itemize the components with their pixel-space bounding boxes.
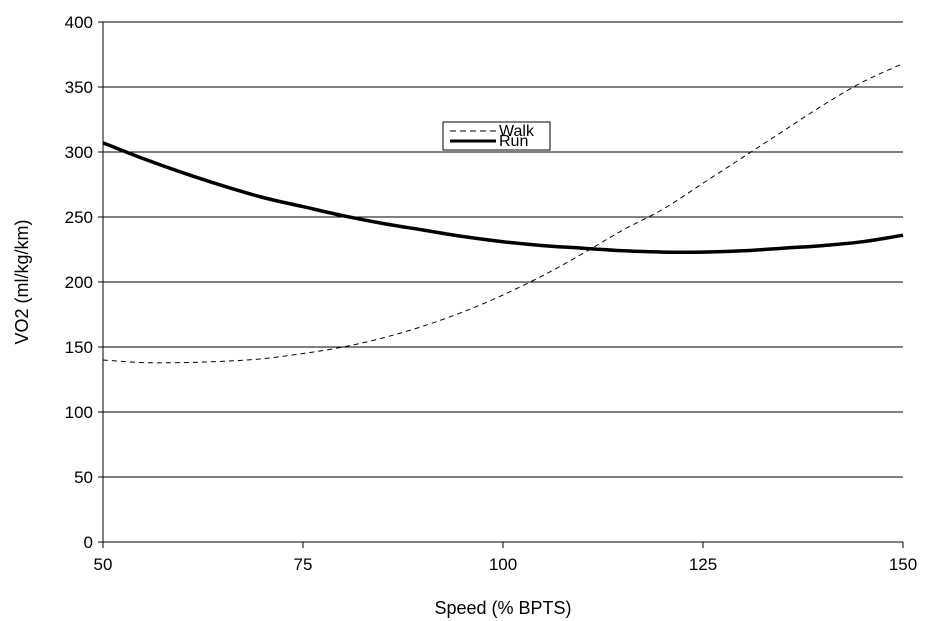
legend-box — [442, 121, 551, 151]
series-lines — [102, 63, 904, 364]
x-tick-label-75: 75 — [294, 555, 313, 574]
y-tick-label-350: 350 — [65, 78, 93, 97]
y-tick-label-100: 100 — [65, 403, 93, 422]
legend: Walk Run — [442, 121, 551, 151]
legend-label-run: Run — [499, 133, 528, 150]
x-tick-label-125: 125 — [689, 555, 717, 574]
y-tick-label-250: 250 — [65, 208, 93, 227]
x-tick-label-100: 100 — [489, 555, 517, 574]
y-tick-label-300: 300 — [65, 143, 93, 162]
series-line-walk — [102, 63, 904, 364]
axes — [98, 21, 904, 548]
gridlines — [103, 21, 903, 478]
x-axis-title: Speed (% BPTS) — [434, 598, 571, 618]
y-tick-label-200: 200 — [65, 273, 93, 292]
y-tick-label-150: 150 — [65, 338, 93, 357]
y-tick-label-0: 0 — [84, 533, 93, 552]
y-axis-title: VO2 (ml/kg/km) — [12, 219, 32, 344]
series-line-run — [102, 141, 904, 254]
x-tick-label-50: 50 — [94, 555, 113, 574]
y-tick-label-400: 400 — [65, 13, 93, 32]
y-tick-label-50: 50 — [74, 468, 93, 487]
x-tick-label-150: 150 — [889, 555, 917, 574]
legend-label-walk: Walk — [499, 123, 535, 140]
